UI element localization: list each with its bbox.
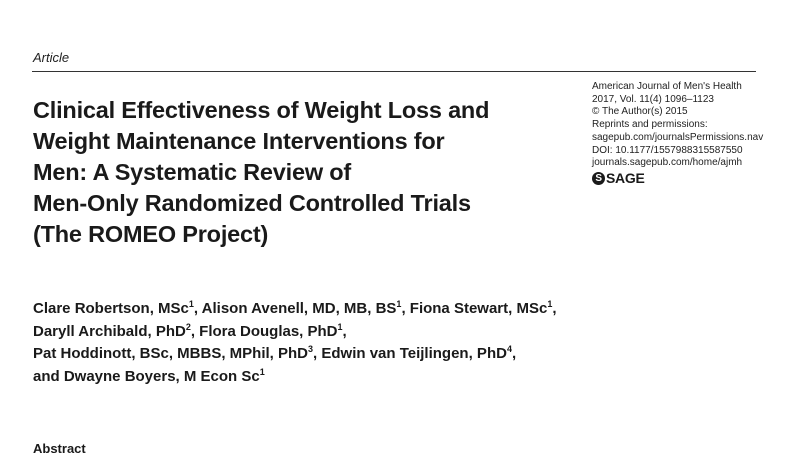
author-name: and Dwayne Boyers, M Econ Sc — [33, 367, 260, 385]
author-separator: , — [552, 300, 557, 317]
author-separator: , — [193, 300, 202, 317]
journal-copyright: © The Author(s) 2015 — [592, 106, 688, 118]
journal-info: American Journal of Men's Health 2017, V… — [592, 81, 792, 185]
author-list: Clare Robertson, MSc1, Alison Avenell, M… — [33, 298, 773, 388]
title-line: Clinical Effectiveness of Weight Loss an… — [33, 97, 490, 123]
author-line: and Dwayne Boyers, M Econ Sc1 — [33, 366, 773, 389]
affiliation-marker: 1 — [188, 299, 194, 309]
reprints-link[interactable]: sagepub.com/journalsPermissions.nav — [592, 131, 764, 143]
title-line: Weight Maintenance Interventions for — [33, 128, 445, 154]
sage-logo-icon: S — [592, 171, 605, 185]
journal-home-link[interactable]: journals.sagepub.com/home/ajmh — [592, 157, 743, 169]
affiliation-marker: 1 — [396, 299, 402, 309]
publisher-name: SAGE — [606, 170, 645, 187]
affiliation-marker: 2 — [185, 321, 191, 332]
author-name: Daryll Archibald, PhD — [33, 322, 186, 340]
doi[interactable]: DOI: 10.1177/1557988315587550 — [592, 144, 743, 156]
publisher-logo: S SAGE — [592, 170, 792, 187]
title-line: (The ROMEO Project) — [33, 221, 269, 247]
journal-citation: 2017, Vol. 11(4) 1096–1123 — [592, 93, 714, 105]
affiliation-marker: 3 — [308, 344, 314, 354]
author-name: Fiona Stewart, MSc — [409, 300, 548, 317]
title-line: Men: A Systematic Review of — [33, 159, 352, 185]
author-name: Pat Hoddinott, BSc, MBBS, MPhil, PhD — [33, 345, 308, 362]
author-separator: , — [313, 345, 322, 362]
affiliation-marker: 4 — [506, 344, 512, 354]
author-line: Pat Hoddinott, BSc, MBBS, MPhil, PhD3, E… — [33, 343, 773, 366]
author-separator: , — [511, 345, 517, 362]
reprints-label: Reprints and permissions: — [592, 119, 708, 131]
author-line: Daryll Archibald, PhD2, Flora Douglas, P… — [33, 321, 773, 344]
author-separator: , — [401, 300, 410, 317]
affiliation-marker: 1 — [259, 366, 265, 377]
affiliation-marker: 1 — [337, 321, 343, 332]
journal-name: American Journal of Men's Health — [592, 81, 742, 92]
header-rule — [32, 71, 756, 72]
author-name: Clare Robertson, MSc — [33, 300, 189, 317]
author-line: Clare Robertson, MSc1, Alison Avenell, M… — [33, 298, 773, 321]
article-type-label: Article — [33, 50, 70, 65]
author-separator: , — [190, 322, 200, 340]
author-separator: , — [342, 322, 347, 340]
abstract-heading: Abstract — [33, 441, 86, 456]
affiliation-marker: 1 — [547, 299, 553, 309]
author-name: Flora Douglas, PhD — [199, 322, 338, 340]
author-name: Alison Avenell, MD, MB, BS — [201, 300, 397, 317]
article-title: Clinical Effectiveness of Weight Loss an… — [33, 95, 593, 250]
author-name: Edwin van Teijlingen, PhD — [321, 345, 507, 362]
title-line: Men-Only Randomized Controlled Trials — [33, 190, 471, 216]
